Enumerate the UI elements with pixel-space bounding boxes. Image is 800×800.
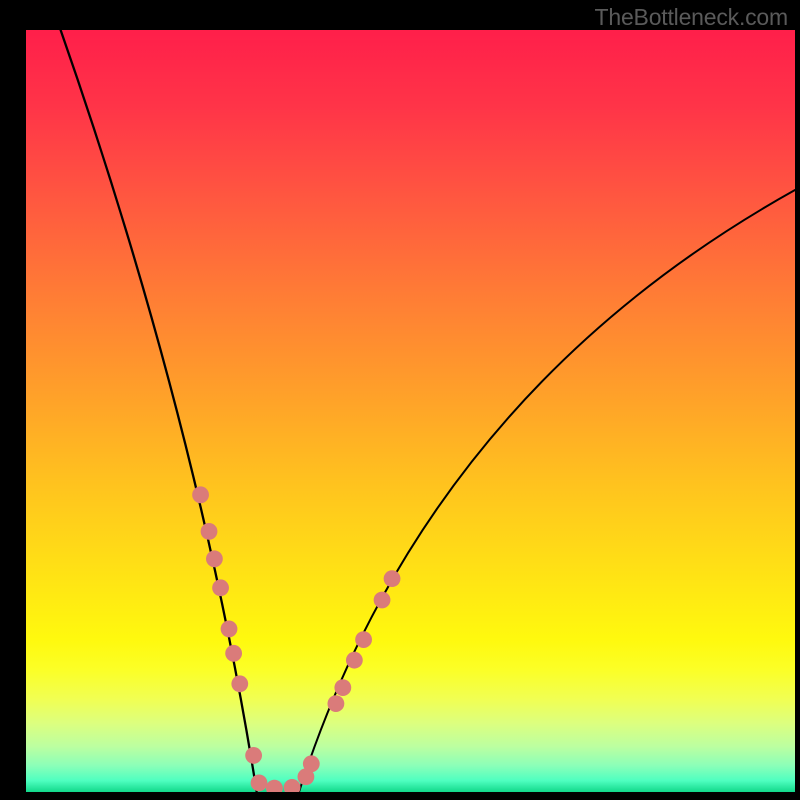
marker-point (251, 774, 268, 791)
marker-point (355, 631, 372, 648)
marker-point (328, 695, 345, 712)
marker-point (384, 570, 401, 587)
marker-point (206, 550, 223, 567)
gradient-background (26, 30, 795, 792)
marker-point (201, 523, 218, 540)
marker-point (303, 755, 320, 772)
watermark-text: TheBottleneck.com (595, 4, 788, 31)
marker-point (212, 579, 229, 596)
marker-point (334, 679, 351, 696)
plot-area (26, 30, 795, 792)
frame: TheBottleneck.com (0, 0, 800, 800)
bottleneck-chart (26, 30, 795, 792)
marker-point (346, 652, 363, 669)
marker-point (192, 486, 209, 503)
marker-point (245, 747, 262, 764)
marker-point (221, 621, 238, 638)
marker-point (374, 592, 391, 609)
marker-point (231, 675, 248, 692)
marker-point (225, 645, 242, 662)
